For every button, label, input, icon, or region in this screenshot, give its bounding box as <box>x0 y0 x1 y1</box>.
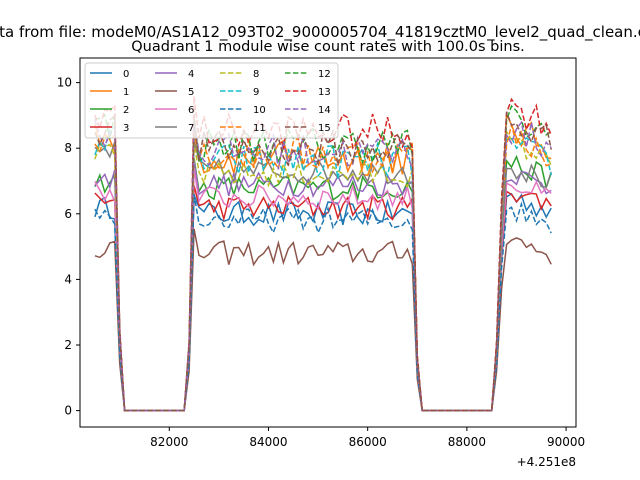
legend-label-7: 7 <box>188 123 194 134</box>
legend-label-8: 8 <box>253 69 259 80</box>
axes-frame <box>79 57 577 428</box>
x-axis: 82000 84000 86000 88000 90000 <box>150 427 585 449</box>
x-tick-label: 82000 <box>150 435 188 449</box>
legend-label-9: 9 <box>253 87 259 98</box>
legend-label-12: 12 <box>318 69 331 80</box>
x-offset-label: +4.251e8 <box>517 455 576 469</box>
legend-label-11: 11 <box>253 123 266 134</box>
y-tick-label: 10 <box>57 76 72 90</box>
legend-label-2: 2 <box>123 105 129 116</box>
legend-label-4: 4 <box>188 69 194 80</box>
legend-label-13: 13 <box>318 87 331 98</box>
legend-label-5: 5 <box>188 87 194 98</box>
chart-title: Quadrant 1 module wise count rates with … <box>131 39 525 55</box>
x-tick-label: 90000 <box>547 435 585 449</box>
legend-label-6: 6 <box>188 105 194 116</box>
legend-label-14: 14 <box>318 105 331 116</box>
chart-suptitle: Data from file: modeM0/AS1A12_093T02_900… <box>0 23 640 42</box>
legend-label-0: 0 <box>123 69 129 80</box>
legend-frame <box>84 62 339 139</box>
y-tick-label: 4 <box>64 272 72 286</box>
y-tick-label: 0 <box>64 404 72 418</box>
series-line-11 <box>94 124 552 412</box>
x-tick-label: 84000 <box>249 435 287 449</box>
legend-label-10: 10 <box>253 105 266 116</box>
y-axis: 0 2 4 6 8 10 <box>57 76 80 418</box>
legend-label-15: 15 <box>318 123 331 134</box>
y-tick-label: 2 <box>64 338 72 352</box>
y-tick-label: 6 <box>64 207 72 221</box>
legend-label-1: 1 <box>123 87 129 98</box>
x-tick-label: 86000 <box>349 435 387 449</box>
x-tick-label: 88000 <box>448 435 486 449</box>
y-tick-label: 8 <box>64 141 72 155</box>
legend-label-3: 3 <box>123 123 129 134</box>
